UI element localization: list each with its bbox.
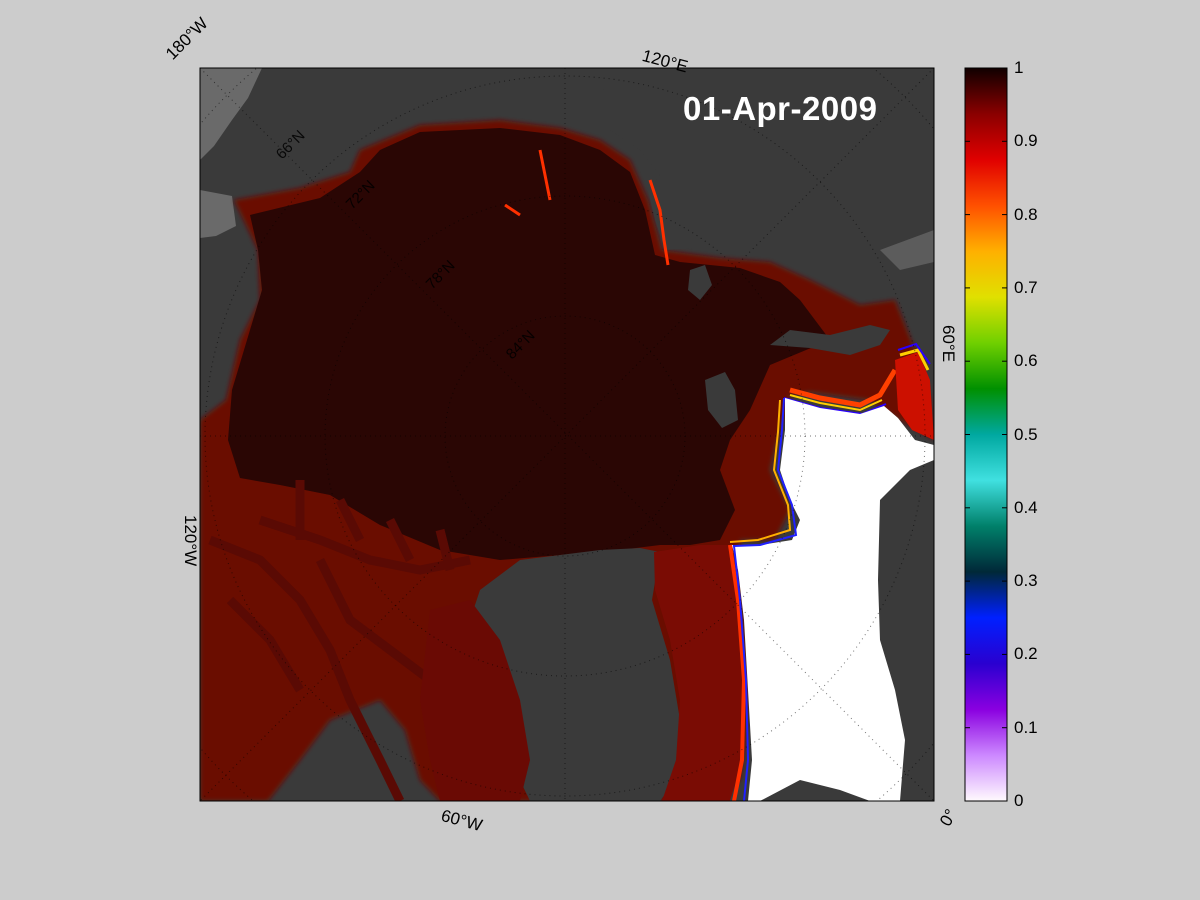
svalbard-land	[705, 372, 738, 428]
colorbar-tick-label: 0.8	[1014, 204, 1038, 224]
pack-ice-core	[228, 128, 830, 560]
scandinavia-land-south	[760, 780, 870, 801]
archipelago-ice	[208, 480, 471, 801]
ice-edge-blue	[732, 397, 798, 801]
lon-label-60e: 60°E	[939, 325, 958, 363]
colorbar-tick-marks	[965, 67, 1007, 802]
east-greenland-edge	[728, 544, 747, 801]
ice-edge-yellow	[729, 399, 792, 543]
barents-ice-edge-inner	[789, 394, 883, 412]
colorbar-tick-label: 0	[1014, 791, 1024, 810]
franz-josef-land	[688, 265, 712, 300]
unmapped-region	[200, 68, 262, 160]
kara-ice-edge-outer	[897, 342, 931, 365]
unmapped-region	[200, 190, 236, 238]
east-greenland-ice	[654, 545, 744, 801]
kara-ice-edge	[899, 348, 930, 371]
lon-label-120w: 120°W	[181, 515, 200, 567]
colorbar-tick-label: 0.2	[1014, 644, 1038, 664]
baffin-bay-ice	[420, 600, 530, 801]
colorbar-tick-label: 0.7	[1014, 277, 1038, 297]
colorbar-tick-label: 0.4	[1014, 497, 1038, 517]
colorbar-tick-label: 0.9	[1014, 131, 1038, 151]
siberia-land	[600, 68, 934, 250]
colorbar-tick-label: 0.1	[1014, 717, 1038, 737]
kara-ice-patch	[895, 352, 934, 440]
barents-ice-edge	[789, 368, 898, 408]
colorbar-tick-label: 1	[1014, 58, 1024, 77]
colorbar-tick-label: 0.5	[1014, 424, 1038, 444]
colorbar-tick-label: 0.6	[1014, 351, 1038, 371]
novaya-zemlya-land	[770, 325, 890, 355]
map-content	[200, 68, 934, 801]
colorbar-bar	[964, 67, 1008, 802]
colorbar-tick-label: 0.3	[1014, 571, 1038, 591]
graticule	[200, 68, 934, 801]
map-frame	[199, 67, 935, 802]
scandinavia-land	[878, 460, 934, 801]
siberian-coast-ice	[504, 149, 670, 266]
date-label: 01-Apr-2009	[683, 90, 878, 127]
